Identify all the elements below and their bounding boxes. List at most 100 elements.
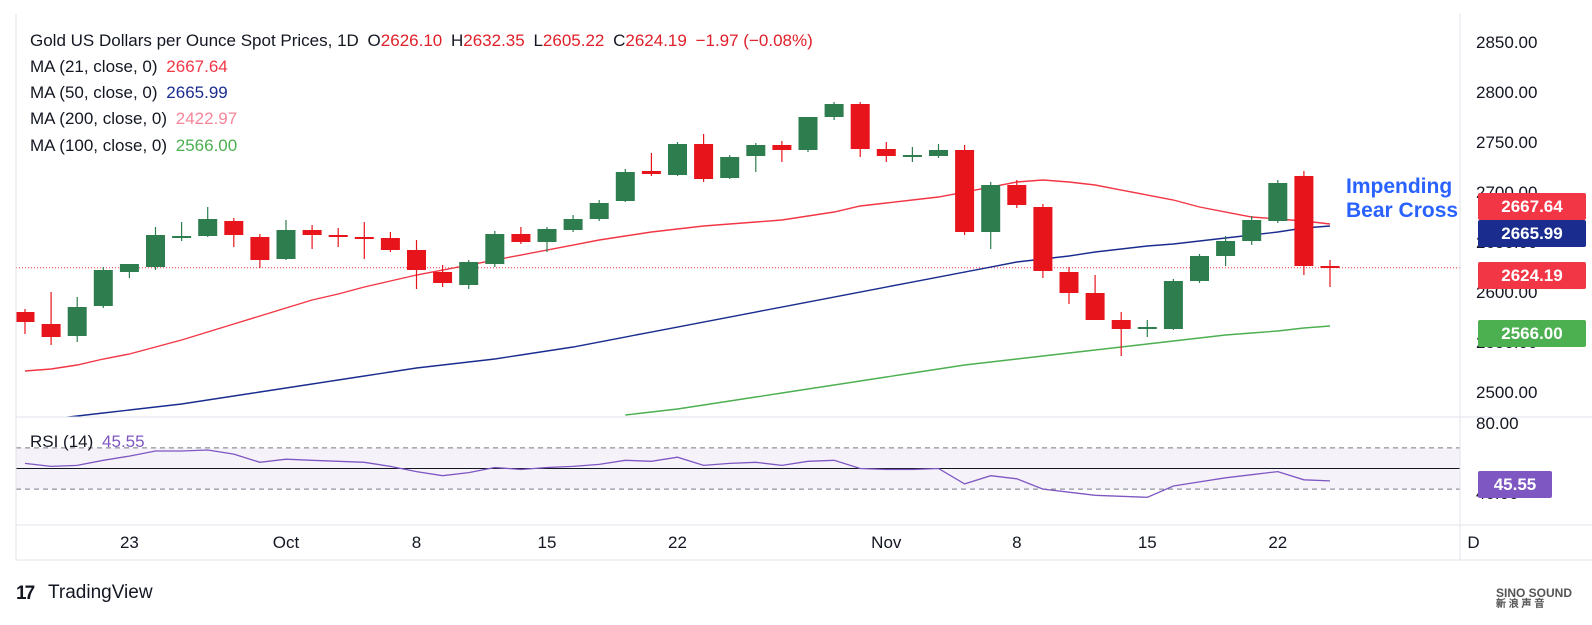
candle-body [668,144,687,175]
watermark-line-1: SINO SOUND [1496,586,1573,600]
legend-ma50[interactable]: MA (50, close, 0) 2665.99 [30,83,232,103]
candle-body [407,250,426,270]
high-value: 2632.35 [463,31,525,50]
candle-body [1320,266,1340,268]
candle [563,215,583,232]
candle [250,234,270,268]
rsi-panel [16,447,1460,498]
tradingview-brand-text: TradingView [48,582,153,603]
candle [876,142,896,162]
candle-body [981,185,1001,232]
candle-body [876,149,896,156]
candle-body [1190,256,1209,281]
candle [615,169,635,202]
tradingview-logo[interactable]: 17 TradingView [16,582,153,604]
close-key: C [613,31,626,50]
price-clip-group [16,102,1340,417]
candle [198,207,218,237]
candle-body [902,155,922,157]
candle [589,200,609,221]
candle-body [1111,320,1131,329]
candle [798,117,818,152]
candle [955,145,975,235]
candle [433,265,453,287]
candle [1033,204,1053,278]
rsi-axis-top-label: 80.00 [1476,414,1519,433]
candle-body [929,150,948,156]
x-tick-label: 8 [412,533,421,552]
candle-body [1294,176,1314,266]
rsi-tag: 45.55 [1478,471,1552,498]
candle [981,182,1001,249]
high-key: H [450,31,464,50]
candle [1190,254,1209,283]
candle-body [720,157,740,178]
candle [1163,279,1183,330]
candle [929,144,948,158]
candle-body [276,230,296,259]
candle-body [537,229,557,242]
candle-body [615,172,635,201]
candle [850,102,870,157]
ma21-value: 2667.64 [166,57,228,76]
legend-ma100[interactable]: MA (100, close, 0) 2566.00 [30,136,241,156]
candle-body [224,221,244,235]
legend-ma21[interactable]: MA (21, close, 0) 2667.64 [30,57,232,77]
ma100-value: 2566.00 [175,136,238,155]
x-tick-label: Oct [273,533,300,552]
candle-body [198,219,218,236]
candle [354,222,374,259]
candle [824,102,844,120]
candle [146,227,165,270]
candle [459,260,479,289]
ma21-line [24,179,1331,372]
y-tick-label: 2850.00 [1476,33,1537,52]
price-panel [16,102,1460,417]
candle [1268,180,1288,223]
candle-body [850,104,870,149]
y-tick-label: 2500.00 [1476,383,1537,402]
candle-body [16,312,35,322]
candle-body [1163,281,1183,329]
x-tick-label: 23 [120,533,139,552]
candle-body [380,238,400,250]
candle-body [485,234,505,264]
x-tick-label: Nov [871,533,902,552]
legend-ma200[interactable]: MA (200, close, 0) 2422.97 [30,109,241,129]
open-key: O [367,31,381,50]
candle-body [1007,185,1027,205]
candle-body [250,237,270,260]
candle [224,218,244,247]
y-tick-label: 2750.00 [1476,133,1537,152]
annotation-bear-cross: Impending Bear Cross [1346,175,1458,223]
candle [407,240,426,289]
x-tick-label: D [1467,533,1479,552]
candle-body [641,171,661,174]
change-value: −1.97 (−0.08%) [695,31,813,50]
candle-body [146,235,165,267]
candle-body [354,237,374,239]
rsi-line [24,449,1331,498]
annotation-line-1: Impending [1346,175,1453,198]
rsi-value: 45.55 [102,432,145,451]
x-tick-label: 15 [1138,533,1157,552]
candle-body [119,264,139,272]
candle [328,228,348,247]
candle [1059,267,1079,304]
candle-body [93,270,113,306]
candle [1242,216,1262,245]
candle-body [824,104,844,117]
y-tick-label: 2800.00 [1476,83,1537,102]
candle-body [172,236,192,238]
low-key: L [533,31,543,50]
rsi-legend[interactable]: RSI (14) 45.55 [30,432,149,452]
chart-header: Gold US Dollars per Ounce Spot Prices, 1… [30,31,817,51]
candle-body [328,235,348,237]
candle [1294,171,1314,275]
candle [16,309,35,334]
candle [1085,275,1105,320]
candle [302,225,322,249]
chart-title: Gold US Dollars per Ounce Spot Prices, 1… [30,31,359,50]
candle [119,264,139,278]
